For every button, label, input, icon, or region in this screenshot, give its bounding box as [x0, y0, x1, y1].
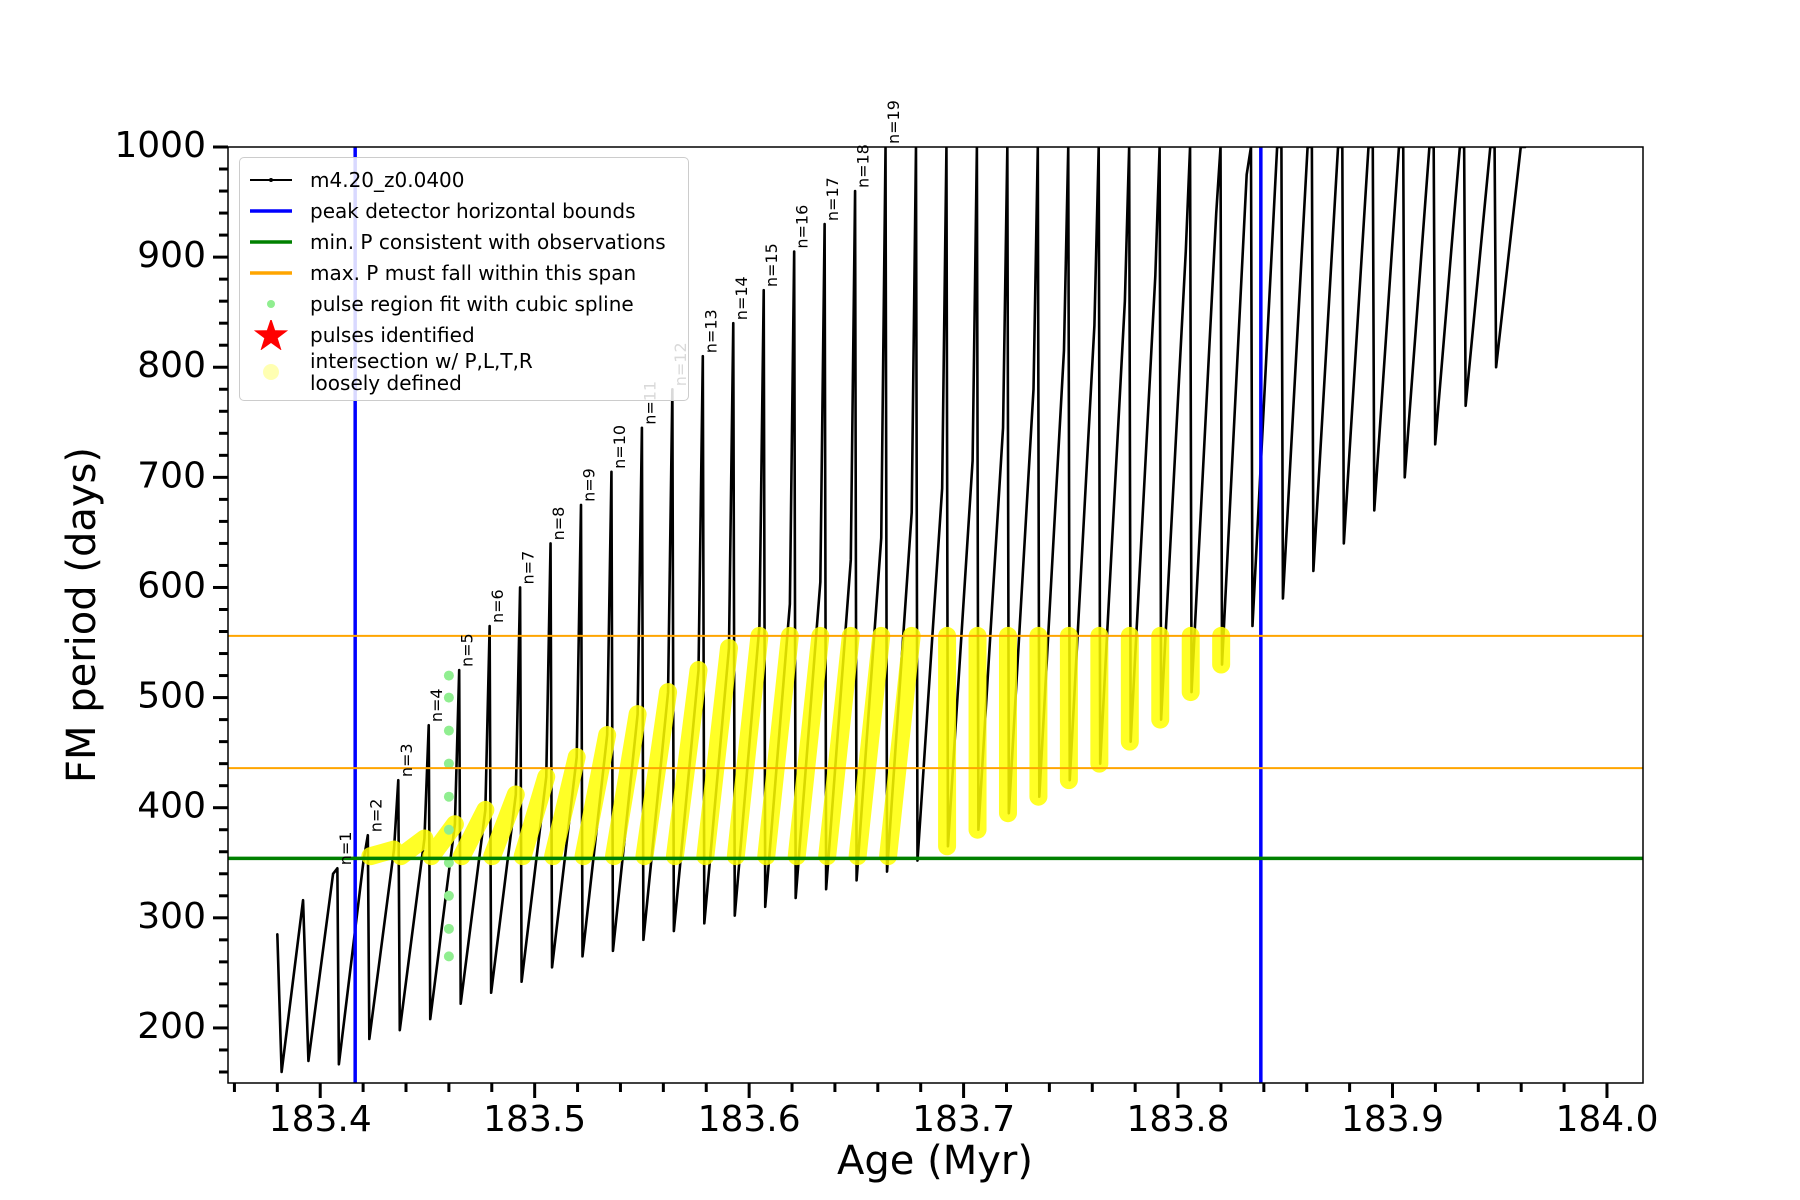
point — [443, 923, 454, 934]
legend-entry: pulses identified — [240, 319, 688, 350]
legend-label: peak detector horizontal bounds — [310, 198, 636, 223]
y-tick-label: 200 — [137, 1006, 206, 1047]
legend-swatch — [253, 319, 289, 350]
point — [443, 758, 454, 769]
x-tick-label: 183.4 — [269, 1099, 372, 1140]
point — [443, 857, 454, 868]
legend-swatch — [267, 299, 275, 308]
pulse-label: n=5 — [458, 633, 477, 667]
x-tick-label: 183.9 — [1341, 1099, 1444, 1140]
legend-entry: pulse region fit with cubic spline — [240, 288, 688, 319]
x-tick-label: 183.7 — [912, 1099, 1015, 1140]
pulse-label: n=17 — [823, 177, 842, 221]
y-tick-label: 900 — [137, 235, 206, 276]
legend-handle — [250, 177, 292, 182]
x-tick-label: 183.8 — [1127, 1099, 1230, 1140]
pulse-label: n=16 — [793, 205, 812, 249]
legend-handle — [250, 208, 292, 213]
legend-handle — [250, 270, 292, 275]
legend-entry: max. P must fall within this span — [240, 257, 688, 288]
legend-label: min. P consistent with observations — [310, 229, 666, 254]
y-tick-label: 400 — [137, 786, 206, 827]
legend-handle — [250, 239, 292, 244]
x-axis-label: Age (Myr) — [837, 1138, 1033, 1184]
y-axis-label: FM period (days) — [59, 447, 105, 783]
pulse-label: n=9 — [579, 468, 598, 502]
legend-entry: min. P consistent with observations — [240, 226, 688, 257]
legend-label: m4.20_z0.0400 — [310, 167, 465, 192]
legend-label: pulse region fit with cubic spline — [310, 291, 634, 316]
point — [443, 692, 454, 703]
legend-label: intersection w/ P,L,T,R loosely defined — [310, 349, 533, 395]
pulse-label: n=3 — [397, 743, 416, 777]
pulse-label: n=18 — [854, 144, 873, 188]
legend-handle — [263, 364, 279, 380]
legend-label: max. P must fall within this span — [310, 260, 637, 285]
pulse-label: n=10 — [610, 425, 629, 469]
y-tick-label: 600 — [137, 565, 206, 606]
x-tick-label: 183.6 — [698, 1099, 801, 1140]
y-tick-label: 1000 — [114, 125, 206, 166]
legend-label: pulses identified — [310, 322, 475, 347]
pulse-label: n=13 — [701, 309, 720, 353]
pulse-label: n=7 — [519, 551, 538, 585]
pulse-label: n=6 — [488, 589, 507, 623]
region-line — [361, 626, 1231, 866]
y-tick-label: 800 — [137, 345, 206, 386]
legend-entry: peak detector horizontal bounds — [240, 195, 688, 226]
pulse-label: n=2 — [366, 799, 385, 833]
legend-handle — [267, 299, 275, 308]
legend-handle — [253, 319, 289, 350]
pulse-label: n=8 — [549, 507, 568, 541]
series-line — [276, 147, 1527, 1074]
point — [443, 725, 454, 736]
pulse-label: n=1 — [336, 832, 355, 866]
pulse-label: n=19 — [884, 100, 903, 144]
legend-entry: intersection w/ P,L,T,R loosely defined — [240, 350, 688, 394]
point — [443, 670, 454, 681]
x-tick-label: 183.5 — [483, 1099, 586, 1140]
legend-entry: m4.20_z0.0400 — [240, 164, 688, 195]
pulse-label: n=15 — [762, 243, 781, 287]
point — [443, 951, 454, 962]
y-tick-label: 500 — [137, 676, 206, 717]
legend-swatch — [263, 364, 279, 380]
plot-frame — [227, 146, 1644, 1084]
pulse-label: n=14 — [732, 276, 751, 320]
point — [443, 791, 454, 802]
x-tick-label: 184.0 — [1555, 1099, 1658, 1140]
pulse-label: n=4 — [427, 688, 446, 722]
point — [443, 824, 454, 835]
point — [443, 890, 454, 901]
plot-area — [228, 147, 1643, 1083]
y-tick-label: 300 — [137, 896, 206, 937]
legend-swatch — [269, 177, 273, 182]
y-tick-label: 700 — [137, 455, 206, 496]
